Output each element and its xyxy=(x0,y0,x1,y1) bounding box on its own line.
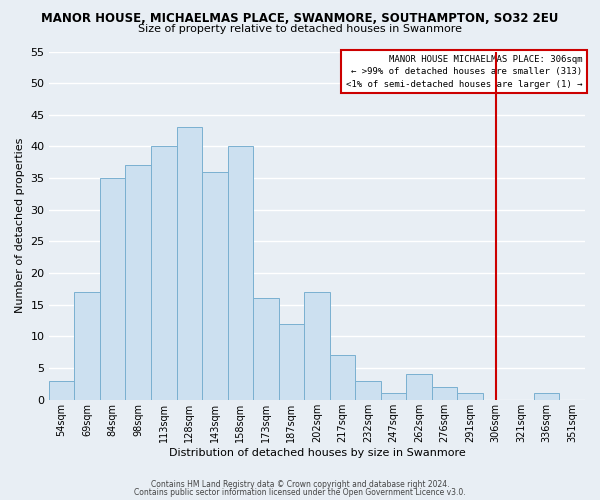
Bar xyxy=(151,146,176,400)
Bar xyxy=(534,394,559,400)
Bar xyxy=(202,172,227,400)
Text: Size of property relative to detached houses in Swanmore: Size of property relative to detached ho… xyxy=(138,24,462,34)
Text: MANOR HOUSE, MICHAELMAS PLACE, SWANMORE, SOUTHAMPTON, SO32 2EU: MANOR HOUSE, MICHAELMAS PLACE, SWANMORE,… xyxy=(41,12,559,26)
Bar xyxy=(49,381,74,400)
Y-axis label: Number of detached properties: Number of detached properties xyxy=(15,138,25,314)
Text: Contains public sector information licensed under the Open Government Licence v3: Contains public sector information licen… xyxy=(134,488,466,497)
Bar xyxy=(406,374,432,400)
Text: Contains HM Land Registry data © Crown copyright and database right 2024.: Contains HM Land Registry data © Crown c… xyxy=(151,480,449,489)
Bar xyxy=(74,292,100,400)
Bar xyxy=(278,324,304,400)
X-axis label: Distribution of detached houses by size in Swanmore: Distribution of detached houses by size … xyxy=(169,448,465,458)
Bar xyxy=(100,178,125,400)
Bar xyxy=(304,292,329,400)
Bar xyxy=(125,166,151,400)
Bar xyxy=(227,146,253,400)
Bar xyxy=(432,387,457,400)
Bar xyxy=(381,394,406,400)
Bar xyxy=(355,381,381,400)
Bar xyxy=(329,356,355,400)
Bar xyxy=(457,394,483,400)
Text: MANOR HOUSE MICHAELMAS PLACE: 306sqm
← >99% of detached houses are smaller (313): MANOR HOUSE MICHAELMAS PLACE: 306sqm ← >… xyxy=(346,55,583,89)
Bar xyxy=(253,298,278,400)
Bar xyxy=(176,128,202,400)
